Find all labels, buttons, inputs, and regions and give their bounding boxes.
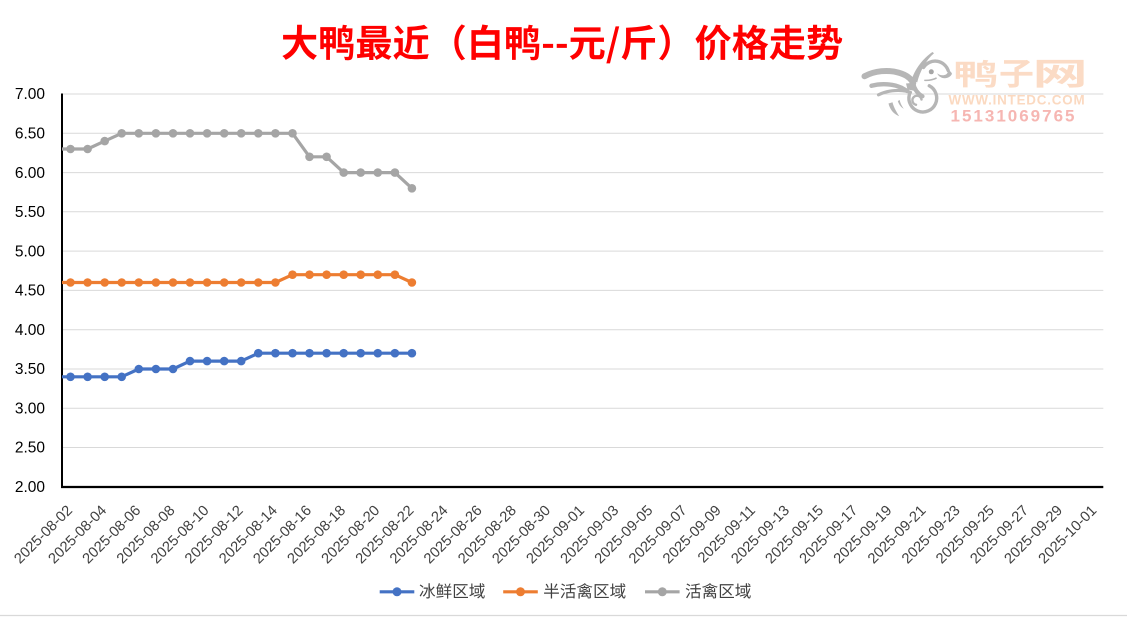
svg-text:6.00: 6.00 [15,165,46,182]
svg-text:15131069765: 15131069765 [951,107,1077,126]
svg-text:6.50: 6.50 [15,126,46,143]
svg-text:7.00: 7.00 [15,86,46,103]
svg-text:4.00: 4.00 [15,322,46,339]
svg-text:WWW.INTEDC.COM: WWW.INTEDC.COM [949,93,1086,108]
svg-text:4.50: 4.50 [15,283,46,300]
svg-text:2.50: 2.50 [15,440,46,457]
svg-text:5.50: 5.50 [15,204,46,221]
svg-text:5.00: 5.00 [15,243,46,260]
svg-text:3.50: 3.50 [15,361,46,378]
svg-text:3.00: 3.00 [15,400,46,417]
svg-text:2.00: 2.00 [15,479,46,496]
